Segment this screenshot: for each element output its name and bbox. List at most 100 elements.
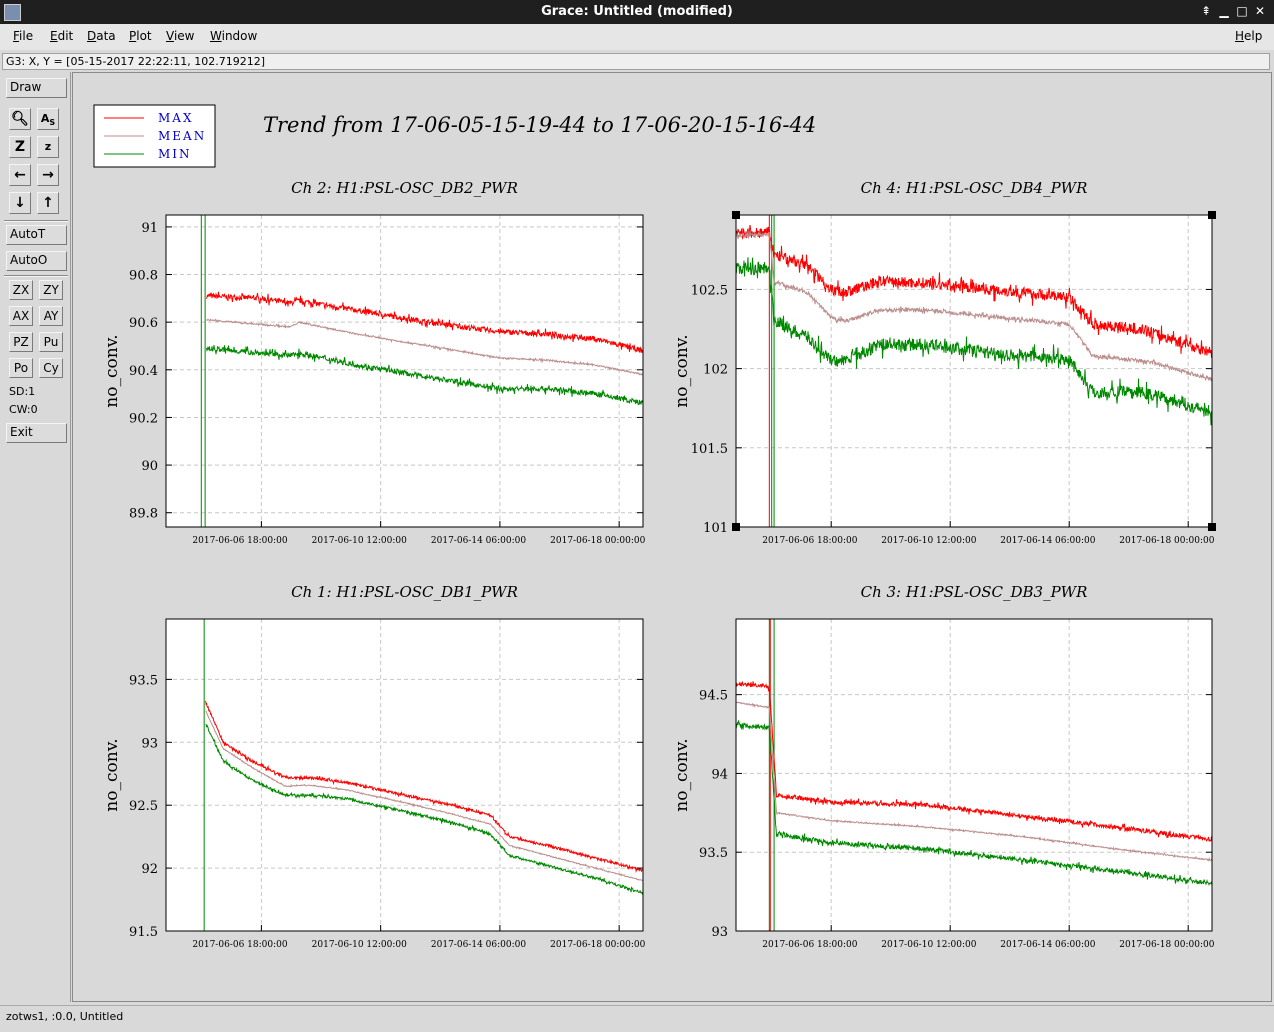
arrow-right-icon[interactable]: →	[37, 164, 59, 186]
x-tick-label: 2017-06-06 18:00:00	[762, 536, 857, 546]
maximize-icon[interactable]: □	[1236, 4, 1248, 18]
y-tick-label: 101.5	[691, 442, 728, 457]
plot-area	[166, 619, 643, 931]
y-tick-label: 91	[141, 221, 158, 236]
menu-data[interactable]: Data	[87, 29, 116, 43]
menu-edit[interactable]: Edit	[50, 29, 74, 43]
x-tick-label: 2017-06-06 18:00:00	[192, 536, 287, 546]
graph-title: Ch 1: H1:PSL-OSC_DB1_PWR	[291, 583, 518, 601]
series-min	[735, 720, 1213, 886]
graph-title: Ch 3: H1:PSL-OSC_DB3_PWR	[861, 583, 1088, 601]
selection-handle[interactable]	[732, 211, 740, 219]
graph-title: Ch 2: H1:PSL-OSC_DB2_PWR	[291, 179, 518, 197]
series-mean	[735, 701, 1213, 862]
cy-button[interactable]: Cy	[39, 358, 63, 378]
window-titlebar: Grace: Untitled (modified) ⇞ ▁ □ ✕	[0, 0, 1274, 24]
current-world: CW:0	[9, 403, 38, 416]
autoo-button[interactable]: AutoO	[6, 251, 67, 271]
stack-depth: SD:1	[9, 385, 36, 398]
tool-panel: Draw 🔍︎ AS Z z ← → ↓ ↑ AutoT AutoO ZX ZY…	[2, 72, 71, 1002]
y-tick-label: 93.5	[699, 846, 728, 861]
y-tick-label: 92	[141, 862, 158, 877]
series-min	[206, 345, 643, 406]
zy-button[interactable]: ZY	[39, 280, 63, 300]
exit-button[interactable]: Exit	[6, 423, 67, 443]
status-bar: zotws1, :0.0, Untitled	[0, 1005, 1274, 1032]
menu-file[interactable]: File	[13, 29, 34, 43]
series-max	[735, 680, 1213, 842]
y-tick-label: 90	[141, 459, 158, 474]
menu-view[interactable]: View	[166, 29, 195, 43]
ax-button[interactable]: AX	[9, 306, 33, 326]
close-icon[interactable]: ✕	[1254, 4, 1266, 18]
graph-title: Ch 4: H1:PSL-OSC_DB4_PWR	[861, 179, 1088, 197]
graph-1[interactable]: 89.8 90 90.2 90.4 90.6 90.8 91 2017-06-06 18:00…	[102, 179, 646, 546]
plot-svg[interactable]: MAX MEAN MIN Trend from 17-06-05-15-19-4…	[73, 73, 1273, 1003]
plot-frame	[165, 618, 644, 932]
x-tick-label: 2017-06-10 12:00:00	[881, 536, 976, 546]
y-tick-label: 93.5	[129, 673, 158, 688]
series-min	[205, 723, 644, 896]
status-text: zotws1, :0.0, Untitled	[6, 1010, 124, 1023]
zoom-in-icon[interactable]: Z	[9, 136, 31, 158]
draw-button[interactable]: Draw	[6, 78, 67, 98]
x-tick-label: 2017-06-14 06:00:00	[1000, 940, 1095, 950]
y-tick-label: 90.2	[129, 411, 158, 426]
plot-frame	[735, 214, 1213, 528]
plot-canvas[interactable]: MAX MEAN MIN Trend from 17-06-05-15-19-4…	[72, 72, 1272, 1002]
menu-plot[interactable]: Plot	[129, 29, 152, 43]
x-tick-label: 2017-06-14 06:00:00	[431, 536, 526, 546]
autoscale-icon[interactable]: AS	[37, 108, 59, 130]
plot-frame	[165, 214, 644, 528]
y-tick-label: 91.5	[129, 925, 158, 940]
plot-area	[736, 619, 1212, 931]
series-min	[735, 257, 1213, 426]
separator	[4, 275, 68, 277]
x-tick-label: 2017-06-10 12:00:00	[881, 940, 976, 950]
menu-help[interactable]: Help	[1235, 29, 1263, 43]
minimize-icon[interactable]: ▁	[1219, 4, 1229, 18]
y-tick-label: 90.6	[129, 316, 158, 331]
graph-3[interactable]: 91.5 92 92.5 93 93.5 2017-06-06 18:00:00 2017-…	[102, 583, 646, 950]
raise-icon[interactable]: ⇞	[1200, 4, 1212, 18]
series-max	[205, 700, 643, 874]
x-tick-label: 2017-06-18 00:00:00	[550, 536, 645, 546]
menu-window[interactable]: Window	[210, 29, 258, 43]
graph-4[interactable]: 93 93.5 94 94.5 2017-06-06 18:00:00 2017-06-1…	[672, 583, 1215, 950]
x-tick-label: 2017-06-10 12:00:00	[312, 536, 407, 546]
y-tick-label: 102	[703, 363, 728, 378]
series-mean	[735, 230, 1213, 382]
window-title: Grace: Untitled (modified)	[541, 4, 733, 19]
arrow-down-icon[interactable]: ↓	[9, 192, 31, 214]
legend-label-mean: MEAN	[158, 129, 206, 143]
x-tick-label: 2017-06-18 00:00:00	[1119, 940, 1214, 950]
separator	[4, 220, 68, 222]
selection-handle[interactable]	[732, 523, 740, 531]
selection-handle[interactable]	[1208, 523, 1216, 531]
series-mean	[206, 318, 643, 376]
ay-button[interactable]: AY	[39, 306, 63, 326]
zoom-icon[interactable]: 🔍︎	[9, 108, 31, 130]
x-tick-label: 2017-06-14 06:00:00	[1000, 536, 1095, 546]
y-axis-label: no_conv.	[672, 738, 692, 811]
plot-area	[736, 215, 1212, 527]
autot-button[interactable]: AutoT	[6, 225, 67, 245]
graph-2[interactable]: 101 101.5 102 102.5 2017-06-06 18:00:00 2017-…	[672, 179, 1216, 546]
graphs-layer: 89.8 90 90.2 90.4 90.6 90.8 91 2017-06-06 18:00…	[102, 179, 1216, 950]
zx-button[interactable]: ZX	[9, 280, 33, 300]
x-tick-label: 2017-06-18 00:00:00	[1119, 536, 1214, 546]
po-button[interactable]: Po	[9, 358, 33, 378]
plot-title: Trend from 17-06-05-15-19-44 to 17-06-20…	[263, 113, 816, 137]
pz-button[interactable]: PZ	[9, 332, 33, 352]
series-max	[206, 291, 643, 353]
series-max	[735, 224, 1213, 358]
zoom-out-icon[interactable]: z	[37, 136, 59, 158]
legend-box[interactable]: MAX MEAN MIN	[93, 104, 216, 168]
y-tick-label: 90.8	[129, 269, 158, 284]
arrow-left-icon[interactable]: ←	[9, 164, 31, 186]
arrow-up-icon[interactable]: ↑	[37, 192, 59, 214]
plot-frame	[735, 618, 1213, 932]
selection-handle[interactable]	[1208, 211, 1216, 219]
x-tick-label: 2017-06-18 00:00:00	[550, 940, 645, 950]
pu-button[interactable]: Pu	[39, 332, 63, 352]
